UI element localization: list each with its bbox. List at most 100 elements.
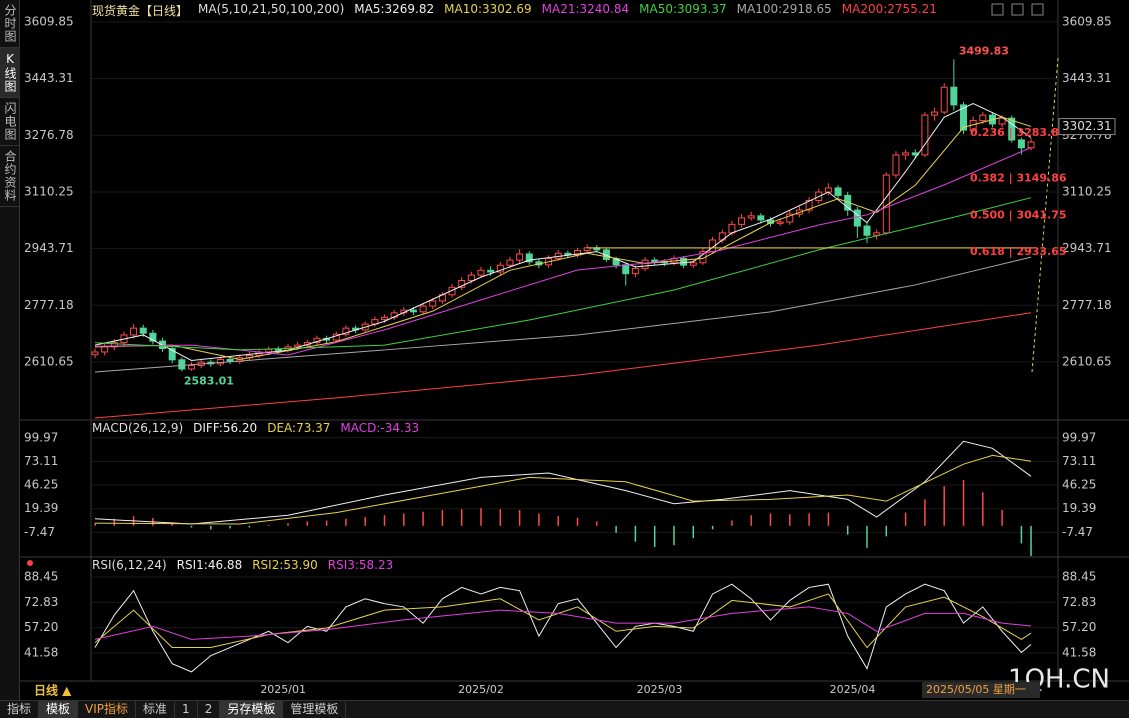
y-tick-label: 88.45 (1062, 569, 1096, 583)
candle-body (1027, 141, 1035, 149)
candle-body (641, 259, 649, 270)
candle-body (979, 114, 987, 122)
legend-entry: RSI3:58.23 (327, 558, 394, 572)
y-tick-label: 3443.31 (24, 71, 74, 85)
y-tick-label: 2943.71 (1062, 241, 1112, 255)
line (94, 606, 1032, 640)
tool-tab[interactable]: 模板 (39, 701, 79, 718)
candle-body (680, 257, 688, 266)
tool-tab[interactable]: 指标 (0, 701, 40, 718)
tool-tab[interactable]: 2 (198, 701, 221, 718)
tab[interactable]: K线图 (0, 48, 21, 98)
candle-body (622, 264, 630, 275)
candle-body (776, 221, 784, 224)
legend-entry: MA21:3240.84 (541, 2, 630, 16)
candle-body (824, 187, 832, 193)
y-tick-label: 72.83 (24, 595, 58, 609)
icon[interactable] (991, 3, 1004, 16)
legend-entry: MA10:3302.69 (444, 2, 532, 16)
candle-body (998, 117, 1006, 125)
candle-body (853, 209, 861, 227)
candle-body (409, 309, 417, 313)
y-tick-label: 73.11 (1062, 454, 1096, 468)
legend-entry: MA50:3093.37 (639, 2, 727, 16)
candle-body (525, 253, 533, 263)
high-label: 3499.83 (959, 44, 1009, 57)
tab[interactable]: 闪电图 (0, 98, 21, 146)
y-tick-label: 3110.25 (1062, 184, 1112, 198)
candle-body (458, 280, 466, 288)
y-tick-label: 41.58 (24, 646, 58, 660)
candle-body (960, 104, 967, 131)
candle-body (265, 348, 273, 353)
y-tick-label: 3609.85 (24, 14, 74, 28)
x-tick-label: 2025/03 (637, 683, 683, 696)
legend-entry: DEA:73.37 (267, 421, 331, 435)
candle-body (747, 215, 755, 219)
line (94, 116, 1032, 360)
main-legend: 现货黄金【日线】 MA(5,10,21,50,100,200) MA5:3269… (92, 2, 937, 19)
tool-tab[interactable]: 标准 (136, 701, 176, 718)
chart-title: 现货黄金【日线】 (92, 4, 189, 18)
candle-body (139, 327, 147, 334)
icon[interactable] (1011, 3, 1024, 16)
y-tick-label: 57.20 (24, 620, 58, 634)
candle-body (1017, 139, 1025, 149)
y-tick-label: 19.39 (24, 501, 58, 515)
legend-entry: MA100:2918.65 (736, 2, 832, 16)
y-tick-label: 2610.65 (24, 354, 74, 368)
macd-legend: MACD(26,12,9) DIFF:56.20 DEA:73.37 MACD:-3… (92, 421, 419, 435)
candle-body (188, 365, 195, 370)
tool-tab[interactable]: 1 (175, 701, 198, 718)
y-tick-label: 46.25 (24, 478, 58, 492)
candle-body (91, 351, 99, 356)
y-tick-label: 2777.18 (24, 298, 74, 312)
candle-body (738, 217, 746, 225)
trend-line (1031, 57, 1059, 373)
rsi-legend: RSI(6,12,24) RSI1:46.88 RSI2:53.90 RSI3:58… (92, 558, 393, 572)
line (94, 312, 1032, 419)
candle-body (1008, 117, 1016, 141)
candle-body (101, 346, 109, 353)
y-tick-label: 2943.71 (24, 241, 74, 255)
candle-body (931, 111, 939, 116)
candle-body (689, 262, 697, 266)
tool-tab[interactable]: 管理模板 (283, 701, 347, 718)
y-tick-label: 73.11 (24, 454, 58, 468)
legend-entry: MACD:-34.33 (340, 421, 420, 435)
candle-body (448, 286, 456, 296)
macd-title: MACD(26,12,9) (92, 421, 184, 435)
y-tick-label: -7.47 (24, 525, 55, 539)
tool-tab[interactable]: 另存模板 (220, 701, 284, 718)
legend-entry: MA5:3269.82 (354, 2, 435, 16)
candle-body (863, 225, 871, 236)
candle-body (506, 259, 514, 266)
icon (27, 560, 33, 566)
candle-body (940, 86, 948, 113)
tool-tab[interactable]: VIP指标 (78, 701, 137, 718)
legend-entry: DIFF:56.20 (193, 421, 258, 435)
tab[interactable]: 分时图 (0, 0, 21, 48)
candle-body (342, 327, 350, 335)
line (94, 147, 1032, 356)
candle-body (168, 348, 176, 361)
sidebar: 分时图 K线图 闪电图 合约资料 (0, 0, 21, 700)
candle-body (381, 316, 388, 321)
x-tick-label: 2025/04 (830, 683, 876, 696)
tab[interactable]: 合约资料 (0, 146, 21, 207)
y-tick-label: 99.97 (1062, 430, 1096, 444)
fib-label: 0.500 | 3041.75 (970, 208, 1067, 221)
cursor-date: 2025/05/05 星期一 (926, 683, 1026, 696)
candle-body (834, 187, 842, 196)
candle-body (786, 213, 794, 223)
y-tick-label: -7.47 (1062, 525, 1093, 539)
candle-body (467, 274, 475, 282)
y-tick-label: 2777.18 (1062, 298, 1112, 312)
icon[interactable] (1031, 3, 1044, 16)
candle-body (487, 269, 495, 273)
candle-body (892, 154, 900, 176)
fib-label: 0.236 | 3283.84 (970, 126, 1067, 139)
y-tick-label: 46.25 (1062, 478, 1096, 492)
line (94, 256, 1032, 373)
line (94, 593, 1032, 649)
